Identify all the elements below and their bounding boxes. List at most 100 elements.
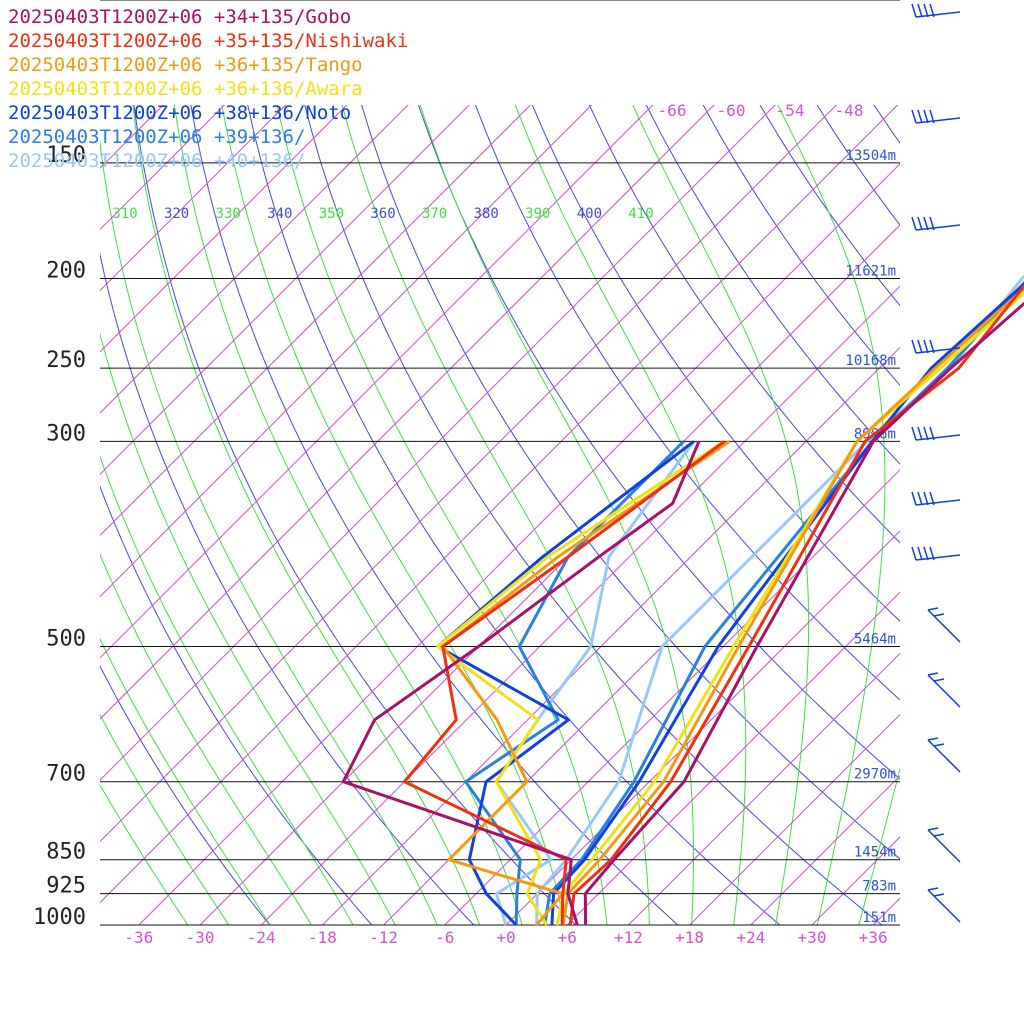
wind-barbs (911, 3, 961, 923)
height-label: 2970m (854, 767, 896, 783)
temperature-line (555, 291, 1024, 926)
wind-barb (911, 491, 961, 506)
temperature-line (550, 282, 1024, 926)
pressure-tick-label: 1000 (33, 905, 86, 930)
moist-adiabat (100, 455, 354, 925)
moist-adiabat (899, 924, 900, 925)
temperature-line (561, 286, 1024, 926)
isobars: 100 150 200 250 300 500 700 850 925 1000 (33, 0, 900, 930)
wind-barb (927, 607, 961, 643)
pressure-tick-label: 100 (46, 0, 86, 5)
temperature-tick-label: -24 (247, 928, 276, 947)
moist-adiabat (100, 553, 313, 925)
wind-barb (911, 339, 961, 354)
dry-adiabat (304, 105, 883, 925)
theta-label: 390 (525, 206, 550, 222)
isotherm (100, 105, 532, 537)
isotherm (382, 407, 900, 925)
temperature-tick-label: -30 (186, 928, 215, 947)
dewpoint-line (403, 440, 726, 926)
theta-label: 310 (112, 206, 137, 222)
temperature-tick-label: -18 (308, 928, 337, 947)
theta-label: 330 (216, 206, 241, 222)
dry-adiabat (417, 105, 900, 780)
dewpoint-line (436, 440, 726, 926)
moist-adiabat (132, 105, 481, 925)
isotherm (100, 105, 287, 292)
pressure-tick-label: 850 (46, 840, 86, 865)
isotherm (627, 652, 900, 925)
moist-adiabat (777, 105, 886, 925)
dry-adiabat (873, 105, 900, 144)
theta-label: 340 (267, 206, 292, 222)
dry-adiabat (361, 105, 900, 860)
pressure-tick-label: 300 (46, 421, 86, 446)
legend: 20250403T1200Z+06 +34+135/Gobo20250403T1… (8, 6, 408, 172)
isotherm-label: -60 (717, 101, 746, 120)
dry-adiabat (816, 105, 900, 226)
legend-entry: 20250403T1200Z+06 +35+135/Nishiwaki (8, 30, 408, 52)
moist-adiabat (858, 767, 900, 925)
dewpoint-line (441, 440, 731, 926)
isotherm (199, 224, 900, 925)
temperature-line (568, 283, 1024, 926)
dry-adiabat (531, 105, 900, 622)
dry-adiabat (100, 665, 271, 925)
isotherm (915, 0, 1024, 945)
temperature-tick-label: +24 (736, 928, 765, 947)
height-label: 151m (862, 910, 896, 926)
temperature-tick-label: +12 (614, 928, 643, 947)
isotherm-label: -54 (776, 101, 805, 120)
wind-barb (911, 109, 961, 124)
wind-barb (927, 737, 961, 773)
dry-adiabat (884, 0, 1024, 945)
theta-label: 350 (319, 206, 344, 222)
wind-barb (911, 216, 961, 231)
isotherm (100, 105, 409, 414)
temperature-tick-label: +6 (558, 928, 577, 947)
temperature-line (543, 280, 1024, 926)
height-label: 11621m (845, 263, 896, 279)
dry-adiabat (843, 0, 1024, 945)
isotherm (444, 469, 900, 925)
wind-barb (911, 426, 961, 441)
moist-adiabat (100, 637, 271, 925)
isotherm (566, 591, 900, 925)
isotherm (100, 105, 470, 475)
dry-adiabat (190, 105, 679, 925)
isotherm (260, 285, 900, 925)
theta-labels: 310 320 330 340 350 360 370 380 390 400 410 (112, 206, 653, 222)
isotherm (321, 346, 900, 925)
moist-adiabat (341, 105, 650, 925)
temperature-tick-label: +30 (798, 928, 827, 947)
legend-entry: 20250403T1200Z+06 +38+136/Noto (8, 102, 351, 124)
wind-barb (927, 672, 961, 708)
pressure-tick-label: 500 (46, 627, 86, 652)
theta-label: 410 (628, 206, 653, 222)
moist-adiabat (100, 713, 230, 925)
isotherm (976, 0, 1024, 945)
theta-label: 400 (577, 206, 602, 222)
dry-adiabat (645, 105, 900, 465)
profiles (341, 274, 1024, 927)
isotherm-label: -48 (835, 101, 864, 120)
legend-entry: 20250403T1200Z+06 +36+136/Awara (8, 78, 363, 100)
dewpoint-line (436, 440, 695, 927)
pressure-tick-label: 700 (46, 762, 86, 787)
dry-adiabat (924, 0, 1024, 945)
isotherm (505, 530, 900, 925)
height-label: 13504m (845, 148, 896, 164)
moist-adiabat (632, 105, 810, 925)
temperature-tick-label: +36 (859, 928, 888, 947)
dry-adiabat (702, 105, 900, 386)
moist-adiabat (100, 332, 396, 925)
height-label: 5464m (854, 632, 896, 648)
temperature-tick-label: +18 (675, 928, 704, 947)
dry-adiabat (588, 105, 900, 544)
temperature-tick-label: -36 (124, 928, 153, 947)
background-lines (100, 0, 1024, 945)
temperature-tick-label: -12 (369, 928, 398, 947)
temperature-tick-label: +0 (496, 928, 515, 947)
